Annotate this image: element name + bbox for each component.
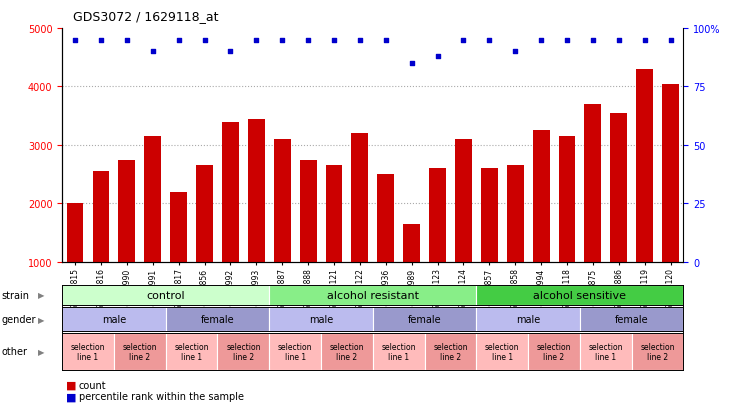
Bar	[170, 192, 187, 262]
Bar	[377, 175, 394, 262]
Text: control: control	[146, 290, 185, 300]
Point	[251, 37, 262, 44]
Point	[69, 37, 81, 44]
Bar	[610, 114, 627, 262]
Bar	[300, 160, 317, 262]
Text: other: other	[1, 347, 28, 356]
Point	[121, 37, 133, 44]
Text: selection
line 1: selection line 1	[71, 342, 105, 361]
Bar	[429, 169, 446, 262]
Text: ▶: ▶	[38, 291, 45, 300]
Text: selection
line 2: selection line 2	[640, 342, 675, 361]
Text: male: male	[516, 314, 540, 325]
Bar	[455, 140, 471, 262]
Text: selection
line 2: selection line 2	[226, 342, 261, 361]
Point	[302, 37, 314, 44]
Bar	[533, 131, 550, 262]
Text: ■: ■	[66, 380, 76, 390]
Point	[432, 54, 444, 60]
Point	[199, 37, 211, 44]
Bar	[352, 134, 368, 262]
Bar	[118, 160, 135, 262]
Text: selection
line 1: selection line 1	[382, 342, 416, 361]
Text: GDS3072 / 1629118_at: GDS3072 / 1629118_at	[73, 10, 219, 23]
Point	[458, 37, 469, 44]
Bar	[222, 122, 239, 262]
Bar	[196, 166, 213, 262]
Text: selection
line 2: selection line 2	[433, 342, 468, 361]
Text: female: female	[615, 314, 648, 325]
Point	[561, 37, 573, 44]
Bar	[662, 84, 679, 262]
Point	[664, 37, 676, 44]
Point	[613, 37, 624, 44]
Point	[639, 37, 651, 44]
Point	[224, 49, 236, 55]
Point	[510, 49, 521, 55]
Text: selection
line 1: selection line 1	[174, 342, 209, 361]
Bar	[325, 166, 342, 262]
Text: alcohol resistant: alcohol resistant	[327, 290, 419, 300]
Text: female: female	[201, 314, 234, 325]
Point	[535, 37, 547, 44]
Bar	[481, 169, 498, 262]
Text: selection
line 2: selection line 2	[330, 342, 364, 361]
Text: gender: gender	[1, 314, 36, 325]
Bar	[67, 204, 83, 262]
Point	[147, 49, 159, 55]
Point	[406, 61, 417, 67]
Point	[354, 37, 366, 44]
Bar	[507, 166, 523, 262]
Text: selection
line 1: selection line 1	[278, 342, 312, 361]
Bar	[144, 137, 161, 262]
Bar	[404, 224, 420, 262]
Text: percentile rank within the sample: percentile rank within the sample	[79, 392, 244, 401]
Text: selection
line 1: selection line 1	[485, 342, 520, 361]
Text: alcohol sensitive: alcohol sensitive	[534, 290, 626, 300]
Text: ▶: ▶	[38, 347, 45, 356]
Point	[328, 37, 340, 44]
Text: female: female	[408, 314, 442, 325]
Text: selection
line 2: selection line 2	[537, 342, 572, 361]
Point	[483, 37, 495, 44]
Text: male: male	[309, 314, 333, 325]
Text: selection
line 2: selection line 2	[123, 342, 157, 361]
Text: ▶: ▶	[38, 315, 45, 324]
Bar	[93, 172, 110, 262]
Bar	[248, 119, 265, 262]
Bar	[585, 105, 602, 262]
Bar	[274, 140, 291, 262]
Text: ■: ■	[66, 392, 76, 401]
Bar	[558, 137, 575, 262]
Text: strain: strain	[1, 290, 29, 300]
Point	[173, 37, 184, 44]
Point	[380, 37, 392, 44]
Bar	[636, 70, 653, 262]
Text: count: count	[79, 380, 107, 390]
Point	[95, 37, 107, 44]
Text: selection
line 1: selection line 1	[588, 342, 623, 361]
Point	[587, 37, 599, 44]
Point	[276, 37, 288, 44]
Text: male: male	[102, 314, 126, 325]
